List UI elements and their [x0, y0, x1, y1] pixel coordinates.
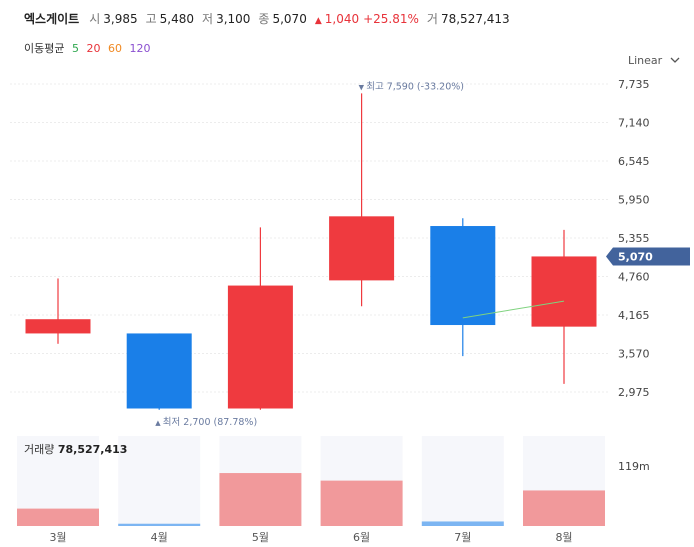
volume-bar-5월 — [219, 473, 302, 526]
current-price-badge — [606, 247, 690, 266]
close-label: 종 — [258, 12, 270, 26]
candle-body — [25, 319, 91, 334]
x-tick-label: 3월 — [49, 531, 66, 544]
max-price-text: 최고 7,590 (-33.20%) — [366, 81, 464, 92]
x-tick-label: 6월 — [353, 531, 370, 544]
scale-toggle-label: Linear — [628, 54, 663, 67]
ma-5: 5 — [71, 42, 79, 55]
ma-120: 120 — [129, 42, 151, 55]
volume-bar-4월 — [118, 523, 201, 526]
candle-body — [227, 285, 293, 409]
y-tick-label: 2,975 — [618, 386, 650, 399]
change-up-icon: ▲ — [314, 16, 322, 26]
y-tick-label: 5,355 — [618, 232, 650, 245]
y-tick-label: 5,950 — [618, 194, 650, 207]
min-price-annotation: ▲ 최저 2,700 (87.78%) — [155, 417, 257, 428]
scale-toggle[interactable]: Linear — [628, 54, 680, 67]
volume-slot — [421, 436, 504, 526]
volume-bar-7월 — [421, 521, 504, 526]
candle-5월 — [227, 227, 293, 410]
x-tick-label: 7월 — [454, 531, 471, 544]
open-label: 시 — [89, 12, 101, 26]
moving-average-legend[interactable]: 이동평균 5 20 60 120 — [24, 40, 154, 56]
low-label: 저 — [202, 12, 214, 26]
volume-bar-8월 — [523, 490, 605, 526]
volume-title-value: 78,527,413 — [58, 443, 128, 456]
price-header: 엑스게이트 시 3,985 고 5,480 저 3,100 종 5,070 ▲ … — [24, 10, 518, 27]
y-tick-label: 3,570 — [618, 348, 650, 361]
ma5-line — [462, 300, 565, 319]
y-tick-label: 4,165 — [618, 309, 650, 322]
min-price-text: 최저 2,700 (87.78%) — [163, 417, 257, 428]
x-tick-label: 8월 — [555, 531, 572, 544]
y-tick-label: 7,735 — [618, 78, 650, 91]
change-percent: +25.81% — [363, 12, 419, 26]
volume-tick-label: 119m — [618, 460, 650, 473]
up-arrow-icon: ▲ — [155, 419, 163, 427]
candle-4월 — [126, 333, 192, 410]
moving-average-label: 이동평균 — [24, 42, 65, 55]
volume-bar-3월 — [17, 508, 99, 526]
open-value: 3,985 — [103, 12, 138, 26]
candle-body — [531, 256, 597, 327]
volume-value: 78,527,413 — [440, 12, 510, 26]
current-price-label: 5,070 — [618, 250, 653, 263]
ma-60: 60 — [107, 42, 122, 55]
stock-name: 엑스게이트 — [24, 12, 80, 26]
volume-title-label: 거래량 — [24, 443, 58, 456]
volume-label: 거 — [426, 12, 438, 26]
close-value: 5,070 — [272, 12, 307, 26]
high-label: 고 — [145, 12, 157, 26]
low-value: 3,100 — [216, 12, 251, 26]
candle-6월 — [329, 93, 395, 307]
volume-title: 거래량 78,527,413 — [24, 443, 127, 456]
x-tick-label: 5월 — [252, 531, 269, 544]
chevron-down-icon — [670, 57, 680, 63]
max-price-annotation: ▼ 최고 7,590 (-33.20%) — [359, 81, 464, 92]
candle-3월 — [25, 278, 91, 344]
y-tick-label: 6,545 — [618, 155, 650, 168]
candle-7월 — [430, 218, 496, 357]
candle-body — [126, 333, 192, 409]
candle-body — [430, 226, 496, 326]
high-value: 5,480 — [159, 12, 195, 26]
y-tick-label: 4,760 — [618, 271, 650, 284]
candle-8월 — [531, 229, 597, 384]
down-arrow-icon: ▼ — [359, 83, 367, 91]
candle-body — [329, 216, 395, 281]
volume-bar-6월 — [320, 480, 403, 526]
y-tick-label: 7,140 — [618, 117, 650, 130]
ma-20: 20 — [86, 42, 101, 55]
volume-slot — [118, 436, 201, 526]
change-value: 1,040 — [324, 12, 360, 26]
x-tick-label: 4월 — [151, 531, 168, 544]
